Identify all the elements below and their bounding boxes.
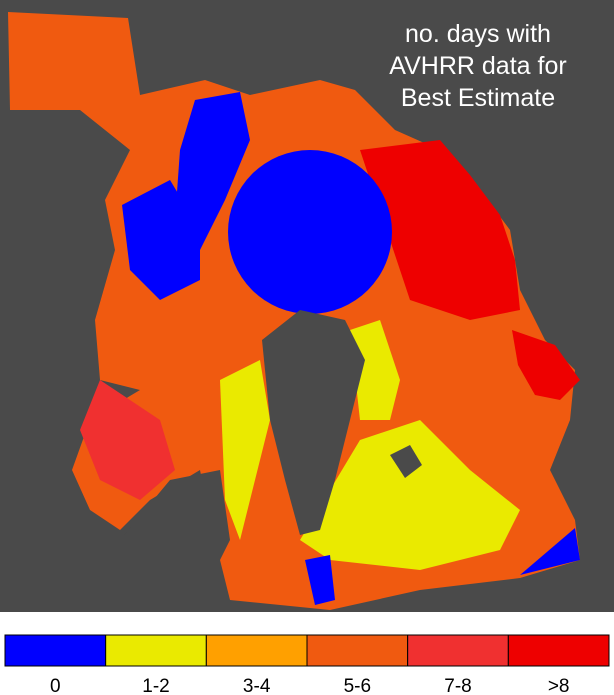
legend-label: 5-6: [344, 676, 371, 695]
title-line: Best Estimate: [401, 84, 555, 112]
legend-label: 7-8: [444, 676, 471, 695]
map-region: [175, 92, 250, 250]
legend-swatch: [105, 634, 207, 667]
legend-label: 0: [50, 676, 61, 695]
map-region: [512, 330, 580, 400]
map-region: [80, 380, 175, 500]
land-mass: [390, 445, 422, 478]
legend-swatch: [306, 634, 409, 667]
map-region: [350, 320, 400, 420]
map-region: [228, 150, 392, 314]
map-region: [122, 180, 200, 300]
legend-label: 1-2: [142, 676, 169, 695]
legend-swatch: [507, 634, 610, 667]
title-line: AVHRR data for: [389, 52, 566, 80]
map-region: [360, 140, 520, 320]
legend: 0 1-2 3-4 5-6 7-8 >8: [4, 634, 610, 695]
legend-swatch: [407, 634, 509, 667]
title-line: no. days with: [405, 20, 551, 48]
greenland: [262, 310, 365, 535]
map: [0, 12, 580, 610]
map-region: [305, 555, 335, 605]
land-mass: [0, 470, 230, 600]
legend-swatch: [205, 634, 308, 667]
map-region: [220, 360, 270, 540]
map-region: [520, 528, 580, 575]
legend-label: >8: [548, 676, 570, 695]
legend-swatch: [4, 634, 107, 667]
map-region: [300, 420, 520, 570]
legend-label: 3-4: [243, 676, 271, 695]
